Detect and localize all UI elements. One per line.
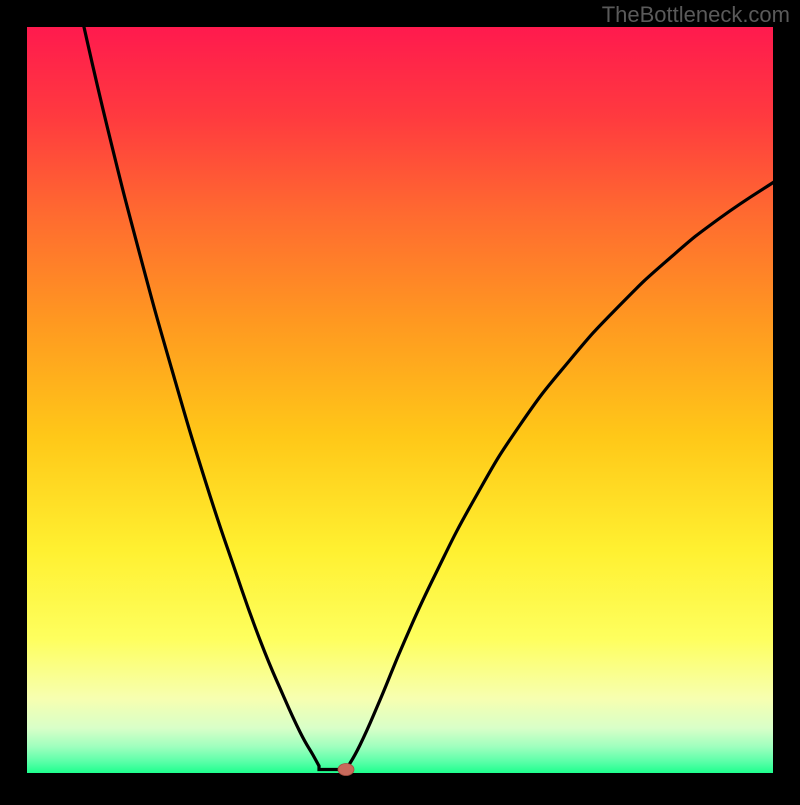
chart-container (0, 0, 800, 800)
optimum-marker (338, 764, 354, 776)
plot-area (27, 27, 773, 773)
bottleneck-chart (0, 0, 800, 800)
